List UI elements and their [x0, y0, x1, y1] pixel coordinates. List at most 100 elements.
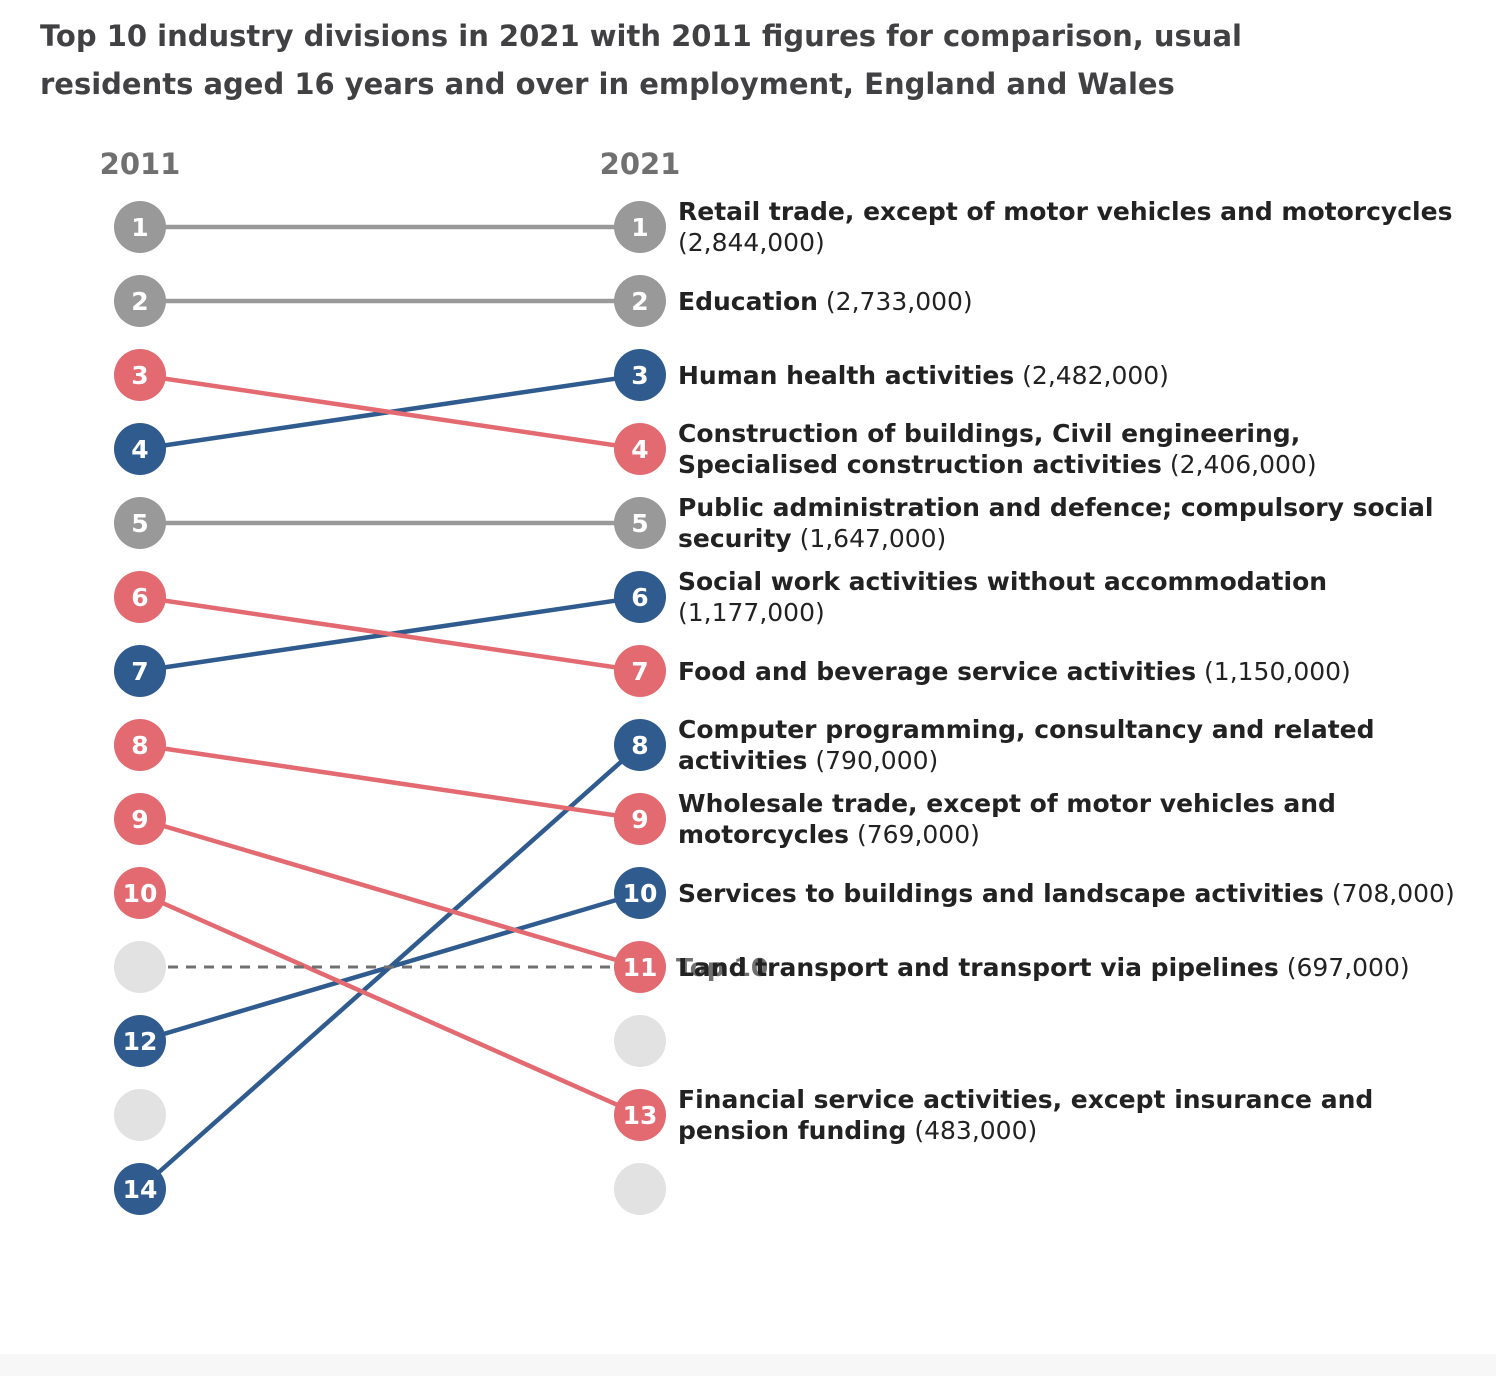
industry-label: Services to buildings and landscape acti… — [678, 878, 1468, 909]
rank-circle-2021 — [614, 645, 666, 697]
empty-rank-circle-2011 — [114, 1089, 166, 1141]
slope-line — [137, 594, 643, 674]
industry-value: (2,482,000) — [1022, 360, 1169, 390]
slope-line — [137, 890, 643, 1118]
rank-circle-2011 — [114, 571, 166, 623]
slope-line — [137, 816, 643, 970]
industry-value: (1,647,000) — [799, 524, 947, 553]
industry-label: Social work activities without accommoda… — [678, 566, 1468, 628]
top10-divider: Top 10 — [114, 953, 768, 982]
rank-circle-2011-number: 2 — [131, 287, 148, 316]
industry-label: Construction of buildings, Civil enginee… — [678, 418, 1468, 480]
industry-value: (1,150,000) — [1204, 656, 1351, 686]
rank-circle-2021-number: 10 — [623, 879, 658, 908]
industry-name: Construction of buildings, Civil enginee… — [678, 419, 1301, 479]
rank-circle-2011-number: 9 — [131, 805, 148, 834]
rank-circle-2021-number: 13 — [623, 1101, 658, 1130]
rank-circle-2011 — [114, 275, 166, 327]
rank-circle-2021-number: 6 — [631, 583, 648, 612]
rank-circle-2011-number: 6 — [131, 583, 148, 612]
slope-line — [137, 372, 643, 452]
rank-circle-2011 — [114, 1015, 166, 1067]
industry-value: (697,000) — [1286, 952, 1410, 982]
rank-circle-2011 — [114, 1163, 166, 1215]
rank-circle-2011-number: 12 — [123, 1027, 158, 1056]
industry-name: Wholesale trade, except of motor vehicle… — [678, 789, 1336, 849]
rank-circle-2021-number: 4 — [631, 435, 648, 464]
empty-rank-circle-2011 — [114, 941, 166, 993]
rank-circle-2021 — [614, 719, 666, 771]
rank-circle-2011 — [114, 349, 166, 401]
chart-title: Top 10 industry divisions in 2021 with 2… — [40, 19, 1242, 101]
industry-value: (2,844,000) — [678, 228, 825, 257]
industry-label: Food and beverage service activities (1,… — [678, 656, 1468, 687]
rank-circle-2021-number: 8 — [631, 731, 648, 760]
industry-value: (483,000) — [914, 1116, 1038, 1145]
industry-name: Public administration and defence; compu… — [678, 493, 1434, 553]
rank-circle-2021-number: 7 — [631, 657, 648, 686]
rank-circle-2021 — [614, 423, 666, 475]
rank-circle-2021-number: 11 — [623, 953, 658, 982]
industry-name: Retail trade, except of motor vehicles a… — [678, 197, 1453, 226]
rank-circle-2011 — [114, 201, 166, 253]
industry-name: Financial service activities, except ins… — [678, 1085, 1374, 1145]
rank-circle-2011 — [114, 645, 166, 697]
industry-value: (2,406,000) — [1169, 450, 1317, 479]
rank-circle-2021 — [614, 349, 666, 401]
industry-label: Computer programming, consultancy and re… — [678, 714, 1468, 776]
industry-value: (790,000) — [815, 746, 939, 775]
industry-name: Education — [678, 286, 818, 316]
industry-label: Land transport and transport via pipelin… — [678, 952, 1468, 983]
industry-label: Public administration and defence; compu… — [678, 492, 1468, 554]
rank-circle-2011 — [114, 497, 166, 549]
rank-circle-2011-number: 10 — [123, 879, 158, 908]
rank-circle-2011-number: 7 — [131, 657, 148, 686]
rank-circle-2011 — [114, 719, 166, 771]
rank-circle-2021 — [614, 497, 666, 549]
industry-name: Services to buildings and landscape acti… — [678, 878, 1324, 908]
slope-lines — [137, 224, 643, 1192]
rank-circle-2011-number: 14 — [123, 1175, 158, 1204]
slope-line — [137, 742, 643, 822]
industry-name: Human health activities — [678, 360, 1015, 390]
industry-name: Land transport and transport via pipelin… — [678, 952, 1279, 982]
industry-value: (2,733,000) — [825, 286, 973, 316]
footer-strip — [0, 1354, 1496, 1376]
rank-circle-2021 — [614, 941, 666, 993]
rank-circle-2011-number: 1 — [131, 213, 148, 242]
rank-circle-2021-number: 3 — [631, 361, 648, 390]
industry-name: Food and beverage service activities — [678, 656, 1197, 686]
rank-circle-2011-number: 4 — [131, 435, 148, 464]
rank-circle-2011 — [114, 867, 166, 919]
rank-circle-2011-number: 5 — [131, 509, 148, 538]
rank-circle-2011 — [114, 793, 166, 845]
rank-circle-2021-number: 1 — [631, 213, 648, 242]
industry-value: (1,177,000) — [678, 598, 825, 627]
top10-divider-label: Top 10 — [676, 953, 768, 982]
rank-circle-2021 — [614, 275, 666, 327]
industry-value: (769,000) — [856, 820, 980, 849]
industry-value: (708,000) — [1331, 878, 1455, 908]
industry-label: Human health activities (2,482,000) — [678, 360, 1468, 391]
rank-circle-2021-number: 2 — [631, 287, 648, 316]
rank-circle-2021-number: 5 — [631, 509, 648, 538]
industry-label: Education (2,733,000) — [678, 286, 1468, 317]
rank-circle-2011-number: 8 — [131, 731, 148, 760]
rank-circle-2021 — [614, 571, 666, 623]
rank-circle-2021-number: 9 — [631, 805, 648, 834]
industry-name: Social work activities without accommoda… — [678, 567, 1328, 596]
rank-circle-2011 — [114, 423, 166, 475]
rank-circle-2021 — [614, 867, 666, 919]
rank-circle-2021 — [614, 793, 666, 845]
column-header-2011: 2011 — [100, 147, 181, 181]
industry-label: Financial service activities, except ins… — [678, 1084, 1468, 1146]
rank-circle-2021 — [614, 201, 666, 253]
rank-circle-2011-number: 3 — [131, 361, 148, 390]
industry-label: Wholesale trade, except of motor vehicle… — [678, 788, 1468, 850]
rank-circle-2021 — [614, 1089, 666, 1141]
empty-rank-circle-2021 — [614, 1163, 666, 1215]
industry-name: Computer programming, consultancy and re… — [678, 715, 1375, 775]
column-header-2021: 2021 — [600, 147, 681, 181]
